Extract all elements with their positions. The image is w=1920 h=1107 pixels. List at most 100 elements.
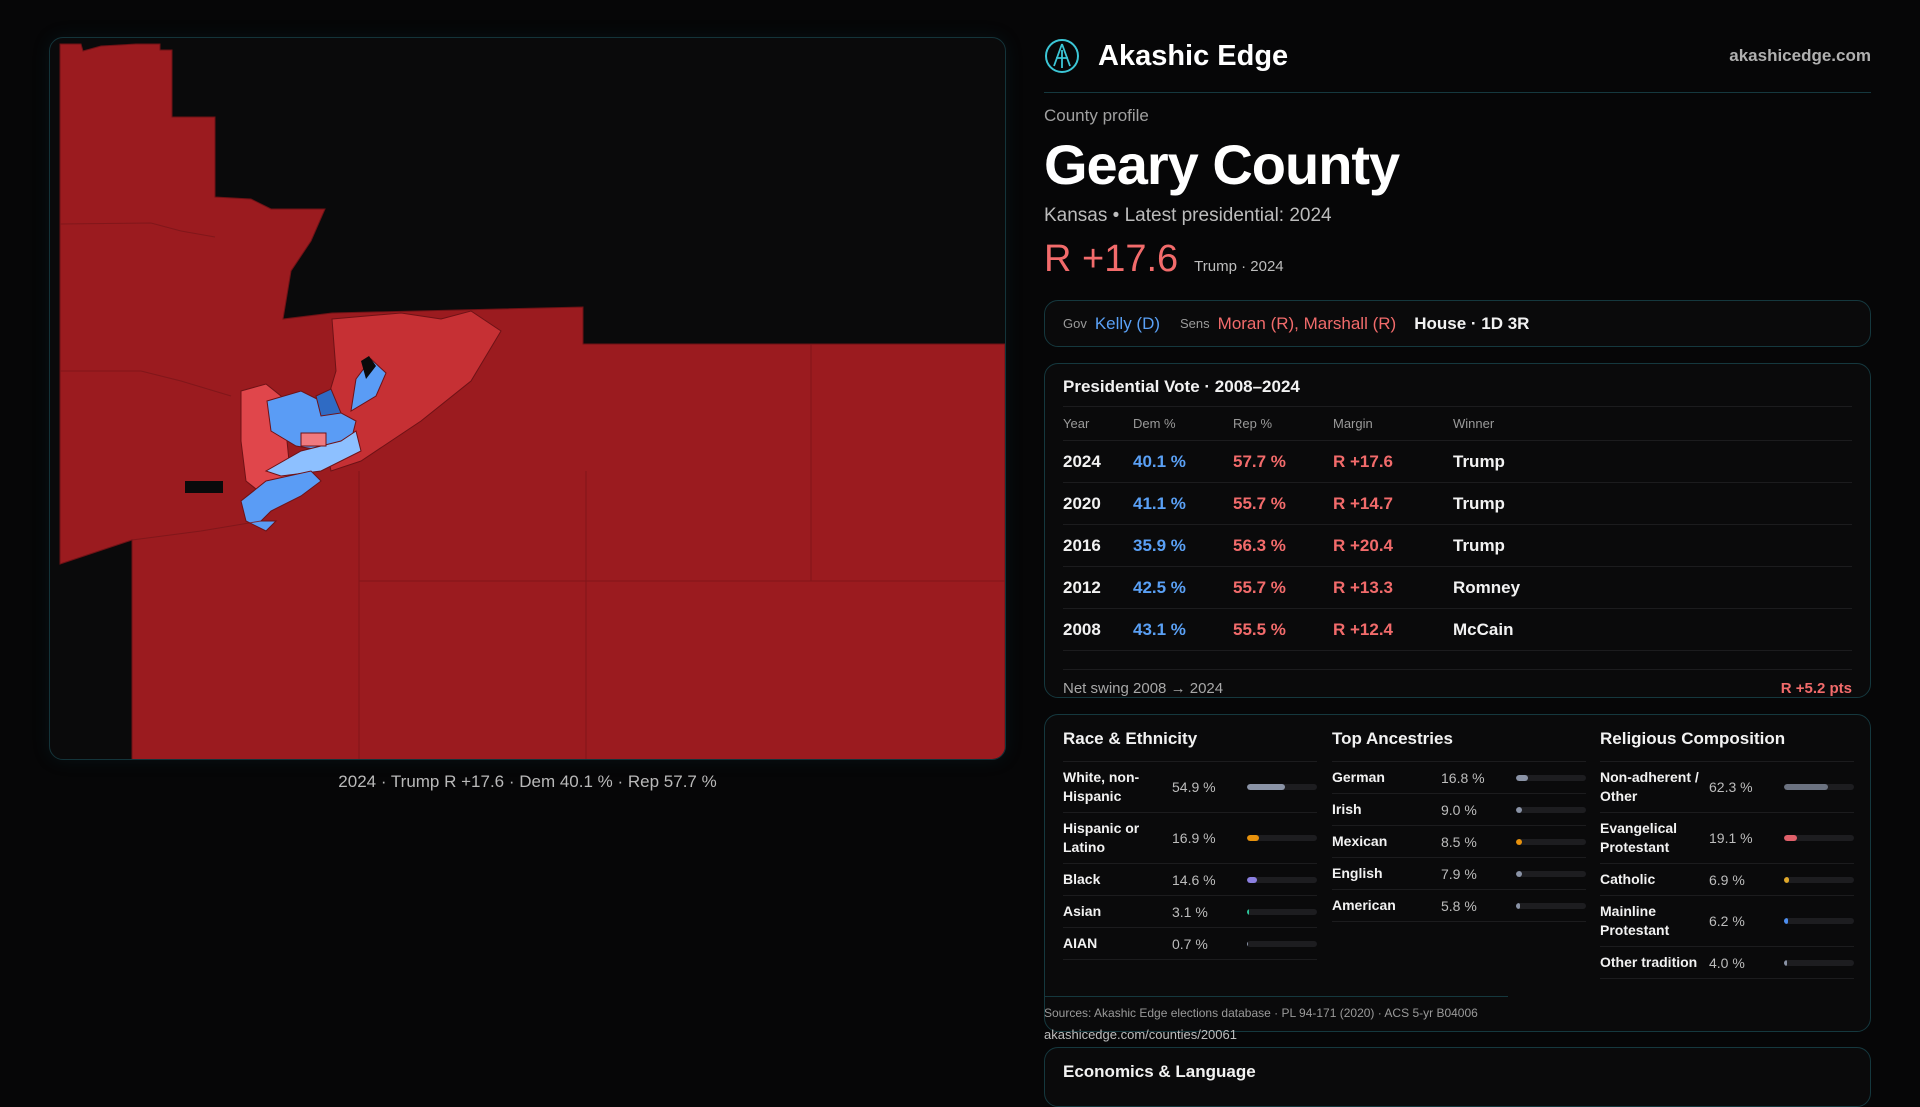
cell-winner: Trump [1453, 535, 1505, 555]
col-year: Year [1063, 416, 1090, 431]
subtitle: Kansas • Latest presidential: 2024 [1044, 205, 1332, 226]
share-bar-fill [1516, 870, 1522, 877]
cell-margin: R +12.4 [1333, 619, 1394, 639]
net-swing: Net swing 2008 → 2024 R +5.2 pts [1063, 669, 1852, 697]
share-bar [1516, 870, 1586, 877]
religion-row: Catholic 6.9 % [1600, 864, 1854, 896]
cell-winner: Trump [1453, 451, 1505, 471]
row-label: Non-adherent / Other [1600, 769, 1699, 804]
col-winner: Winner [1453, 416, 1495, 431]
row-value: 8.5 % [1441, 833, 1477, 850]
sources-text: Sources: Akashic Edge elections database… [1044, 1006, 1478, 1020]
share-bar [1784, 876, 1854, 883]
row-label: Asian [1063, 903, 1102, 919]
precinct-safe-d [315, 388, 342, 417]
margin-note: Trump · 2024 [1194, 258, 1284, 275]
row-label: Other tradition [1600, 954, 1698, 970]
share-bar-fill [1247, 908, 1250, 915]
brand-header: Akashic Edge akashicedge.com [1044, 34, 1871, 78]
cell-year: 2008 [1063, 619, 1101, 639]
row-value: 6.9 % [1709, 871, 1745, 888]
cell-margin: R +17.6 [1333, 451, 1394, 471]
margin-value: R +17.6 [1044, 238, 1179, 280]
col-rep: Rep % [1233, 416, 1273, 431]
race-row: Asian 3.1 % [1063, 896, 1317, 928]
religion-row: Mainline Protestant 6.2 % [1600, 896, 1854, 947]
cell-winner: Romney [1453, 577, 1521, 597]
ancestry-row: English 7.9 % [1332, 858, 1586, 890]
religion-row: Non-adherent / Other 62.3 % [1600, 762, 1854, 813]
site-link[interactable]: akashicedge.com [1729, 46, 1871, 65]
precinct-tilt-r [300, 432, 327, 447]
share-bar-fill [1247, 835, 1259, 841]
row-value: 54.9 % [1172, 779, 1216, 795]
religion-row: Other tradition 4.0 % [1600, 947, 1854, 979]
precinct-map[interactable] [49, 37, 1006, 760]
cell-dem: 43.1 % [1133, 619, 1186, 639]
religion-row: Evangelical Protestant 19.1 % [1600, 813, 1854, 864]
cell-dem: 40.1 % [1133, 451, 1186, 471]
share-bar-fill [1516, 806, 1523, 813]
map-svg [59, 43, 1005, 759]
row-label: White, non-Hispanic [1063, 769, 1140, 804]
share-bar [1784, 918, 1854, 924]
ancestry-section: Top Ancestries German 16.8 % Irish 9.0 % Mexi… [1332, 727, 1586, 922]
cell-rep: 55.7 % [1233, 493, 1286, 513]
row-label: AIAN [1063, 935, 1098, 951]
cell-rep: 55.7 % [1233, 577, 1286, 597]
presidential-card: Presidential Vote · 2008–2024 Year Dem %… [1044, 363, 1871, 698]
share-bar [1784, 835, 1854, 841]
cell-margin: R +13.3 [1333, 577, 1394, 597]
share-bar-fill [1247, 940, 1249, 947]
swing-value: R +5.2 pts [1780, 680, 1852, 697]
share-bar-fill [1516, 838, 1522, 845]
share-bar-fill [1784, 835, 1798, 841]
table-header: Year Dem % Rep % Margin Winner [1063, 407, 1852, 441]
map-caption: 2024 · Trump R +17.6 · Dem 40.1 % · Rep … [338, 772, 717, 791]
eyebrow: County profile [1044, 106, 1149, 125]
share-bar [1516, 838, 1586, 845]
row-value: 62.3 % [1709, 779, 1753, 795]
race-row: AIAN 0.7 % [1063, 928, 1317, 960]
row-value: 9.0 % [1441, 801, 1477, 818]
source-url-link[interactable]: akashicedge.com/counties/20061 [1044, 1027, 1237, 1042]
table-row: 2008 43.1 % 55.5 % R +12.4 McCain [1063, 609, 1852, 651]
row-label: Catholic [1600, 871, 1656, 887]
sources-divider [1044, 996, 1508, 997]
row-label: Mainline Protestant [1600, 903, 1670, 938]
share-bar [1516, 902, 1586, 909]
ancestry-row: Irish 9.0 % [1332, 794, 1586, 826]
row-value: 0.7 % [1172, 935, 1208, 952]
table-row: 2012 42.5 % 55.7 % R +13.3 Romney [1063, 567, 1852, 609]
col-dem: Dem % [1133, 416, 1176, 431]
share-bar-fill [1784, 876, 1789, 883]
row-value: 3.1 % [1172, 903, 1208, 920]
cell-year: 2012 [1063, 577, 1101, 597]
share-bar-fill [1784, 784, 1828, 790]
precinct-lean-d [266, 390, 357, 452]
cell-year: 2016 [1063, 535, 1101, 555]
ancestry-row: American 5.8 % [1332, 890, 1586, 922]
share-bar [1247, 876, 1317, 883]
swing-label: Net swing 2008 → 2024 [1063, 680, 1224, 697]
cell-winner: Trump [1453, 493, 1505, 513]
row-value: 4.0 % [1709, 954, 1745, 971]
row-label: German [1332, 769, 1385, 785]
cell-margin: R +20.4 [1333, 535, 1394, 555]
demographics-card: Race & Ethnicity White, non-Hispanic 54.9 … [1044, 714, 1871, 1032]
row-label: Black [1063, 871, 1101, 887]
race-row: White, non-Hispanic 54.9 % [1063, 762, 1317, 813]
margin-summary: R +17.6 Trump · 2024 [1044, 238, 1871, 281]
row-value: 7.9 % [1441, 865, 1477, 882]
brand-name: Akashic Edge [1098, 39, 1289, 72]
row-value: 19.1 % [1709, 830, 1753, 846]
share-bar [1516, 774, 1586, 781]
race-section: Race & Ethnicity White, non-Hispanic 54.9 … [1063, 727, 1317, 960]
ancestry-row: German 16.8 % [1332, 762, 1586, 794]
house-delegation: House · 1D 3R [1414, 313, 1530, 333]
table-row: 2016 35.9 % 56.3 % R +20.4 Trump [1063, 525, 1852, 567]
row-label: Hispanic or Latino [1063, 820, 1140, 855]
cell-dem: 35.9 % [1133, 535, 1186, 555]
row-label: English [1332, 865, 1383, 881]
row-label: Mexican [1332, 833, 1388, 849]
